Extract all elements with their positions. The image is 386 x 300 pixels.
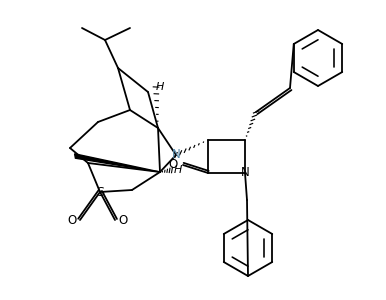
Text: N: N bbox=[241, 167, 250, 179]
Text: N: N bbox=[172, 148, 180, 161]
Text: H: H bbox=[174, 165, 182, 175]
Polygon shape bbox=[74, 154, 160, 172]
Text: O: O bbox=[168, 158, 178, 172]
Text: O: O bbox=[68, 214, 77, 226]
Text: S: S bbox=[96, 185, 104, 199]
Text: O: O bbox=[119, 214, 128, 226]
Text: H: H bbox=[156, 82, 164, 92]
